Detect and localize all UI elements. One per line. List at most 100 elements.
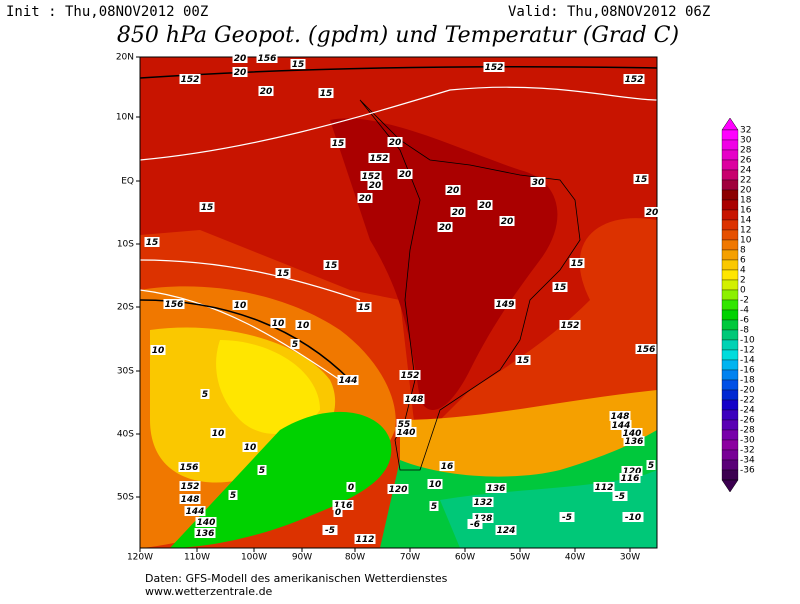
lon-label: 80W	[345, 553, 365, 563]
colorbar-swatch	[721, 159, 739, 171]
colorbar-label: 0	[740, 286, 746, 296]
colorbar-swatch	[721, 239, 739, 251]
contour-label: 15	[292, 60, 305, 70]
contour-label-bg	[429, 501, 439, 511]
contour-label-bg	[622, 512, 644, 522]
contour-label-bg	[646, 460, 656, 470]
colorbar-label: 30	[740, 136, 752, 146]
contour-label: 156	[165, 300, 184, 310]
contour-label-bg	[467, 519, 483, 529]
contour-label: 152	[181, 482, 200, 492]
contour-label: 152	[485, 63, 504, 73]
contour-label: -5	[615, 492, 625, 502]
lon-label: 110W	[184, 553, 210, 563]
contour-label-bg	[333, 507, 343, 517]
colorbar-label: 24	[740, 166, 752, 176]
contour-label-bg	[635, 344, 657, 354]
contour-label: 15	[146, 238, 159, 248]
contour-label-bg	[270, 318, 286, 328]
contour-label-bg	[621, 466, 643, 476]
contour-label-bg	[397, 169, 413, 179]
contour-label: 20	[399, 170, 412, 180]
colorbar-label: -22	[740, 396, 755, 406]
contour-label-bg	[644, 207, 660, 217]
contour-label: 116	[621, 474, 640, 484]
contour-label-bg	[403, 394, 425, 404]
contour-label-bg	[318, 88, 334, 98]
colorbar-swatch	[721, 349, 739, 361]
contour-label-bg	[485, 483, 507, 493]
colorbar-swatch	[721, 299, 739, 311]
colorbar-label: -26	[740, 416, 755, 426]
colorbar-label: -36	[740, 466, 755, 476]
colorbar-label: 12	[740, 226, 751, 236]
contour-label-bg	[633, 174, 649, 184]
contour-label-bg	[323, 260, 339, 270]
contour-label-bg	[357, 193, 373, 203]
contour-label: 132	[474, 498, 493, 508]
colorbar-bottom-cap	[721, 479, 739, 493]
footer-source: Daten: GFS-Modell des amerikanischen Wet…	[145, 572, 448, 585]
colorbar-label: -12	[740, 346, 755, 356]
contour-label-bg	[290, 59, 306, 69]
contour-label: 156	[258, 54, 277, 64]
colorbar-label: 16	[740, 206, 752, 216]
isotherm	[140, 86, 657, 381]
contour-label: 10	[297, 321, 310, 331]
contour-label-bg	[623, 436, 645, 446]
contour-label-bg	[387, 137, 403, 147]
colorbar-swatch	[721, 329, 739, 341]
map-field	[140, 57, 657, 548]
contour-label: 152	[561, 321, 580, 331]
contour-label-bg	[232, 67, 248, 77]
contour-label-bg	[179, 74, 201, 84]
field-green	[170, 411, 392, 548]
contour-label: -5	[562, 513, 572, 523]
colorbar-swatch	[721, 459, 739, 471]
contour-label-bg	[330, 138, 346, 148]
contour-label-bg	[195, 517, 217, 527]
contour-label: 20	[452, 208, 465, 218]
lat-label: 50S	[117, 493, 134, 503]
lat-label: 20S	[117, 303, 134, 313]
colorbar-label: 22	[740, 176, 751, 186]
contour-label-bg	[612, 491, 628, 501]
colorbar-label: -10	[740, 336, 755, 346]
title: 850 hPa Geopot. (gpdm) und Temperatur (G…	[117, 23, 679, 48]
lat-label: 40S	[117, 430, 134, 440]
contour-label: 20	[359, 194, 372, 204]
colorbar-swatch	[721, 189, 739, 201]
contour-label: 15	[554, 283, 567, 293]
lon-label: 70W	[400, 553, 420, 563]
contour-label: 144	[186, 507, 205, 517]
contour-label-bg	[178, 462, 200, 472]
lat-label: EQ	[121, 177, 134, 187]
contour-label: 16	[441, 462, 454, 472]
contour-label-bg	[275, 268, 291, 278]
contour-label-bg	[427, 479, 443, 489]
colorbar-top-cap	[721, 117, 739, 131]
colorbar-label: -34	[740, 456, 755, 466]
contour-label-bg	[210, 428, 226, 438]
colorbar-swatch	[721, 439, 739, 451]
colorbar-label: 4	[740, 266, 746, 276]
colorbar-label: 26	[740, 156, 752, 166]
colorbar-label: 20	[740, 186, 752, 196]
contour-label-bg	[179, 494, 201, 504]
contour-label: 144	[339, 376, 358, 386]
colorbar-swatch	[721, 429, 739, 441]
contour-label-bg	[515, 355, 531, 365]
contour-label: 112	[595, 483, 614, 493]
contour-label-bg	[610, 420, 632, 430]
contour-label-bg	[368, 153, 390, 163]
lat-label: 20N	[116, 53, 134, 63]
contour-label-bg	[232, 53, 248, 63]
contour-label-bg	[199, 202, 215, 212]
colorbar-swatch	[721, 379, 739, 391]
contour-label: 140	[197, 518, 216, 528]
contour-label-bg	[472, 513, 494, 523]
colorbar-label: 14	[740, 216, 752, 226]
contour-label: 140	[623, 429, 642, 439]
contour-label: 10	[234, 301, 247, 311]
